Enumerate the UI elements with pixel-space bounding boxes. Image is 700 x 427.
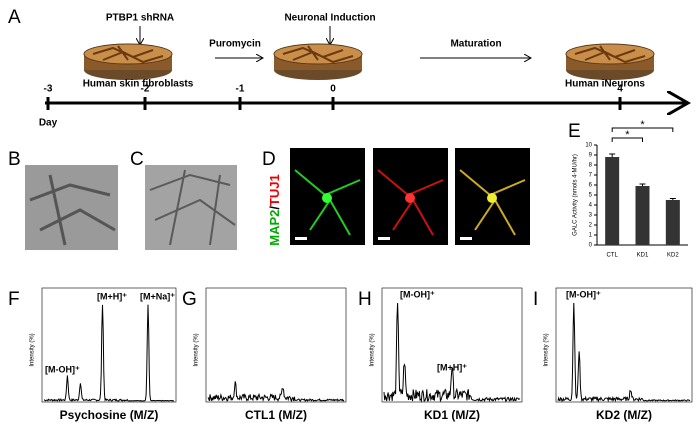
y-tick-label: 5 bbox=[589, 193, 593, 199]
peak-label: [M+Na]⁺ bbox=[140, 291, 175, 301]
cells bbox=[29, 174, 116, 246]
y-tick-label: 2 bbox=[589, 223, 593, 229]
y-tick-label: 6 bbox=[589, 183, 593, 189]
panel-letter: B bbox=[8, 149, 21, 170]
bar bbox=[605, 157, 620, 245]
label: PTBP1 shRNA bbox=[106, 13, 174, 24]
spectrum-trace bbox=[383, 302, 521, 403]
dish bbox=[273, 43, 363, 81]
y-axis-label: Intensity (%) bbox=[544, 333, 550, 366]
peak-label: [M-OH]⁺ bbox=[400, 289, 435, 299]
peak-label: [M-OH]⁺ bbox=[566, 289, 601, 299]
label: Puromycin bbox=[209, 39, 261, 50]
x-tick-label: KD1 bbox=[637, 253, 649, 259]
panel-letter: C bbox=[130, 149, 144, 170]
micrograph bbox=[25, 165, 118, 250]
dish bbox=[83, 43, 173, 81]
y-tick-label: 8 bbox=[589, 163, 593, 169]
y-tick-label: 10 bbox=[585, 143, 592, 149]
peak-label: [M-OH]⁺ bbox=[45, 364, 80, 374]
peak-label: [M+H]⁺ bbox=[97, 291, 127, 301]
peak-label: [M+H]⁺ bbox=[437, 362, 467, 372]
x-axis-label: KD1 (M/Z) bbox=[424, 408, 480, 422]
cells bbox=[149, 169, 236, 246]
spectrum-trace bbox=[557, 302, 691, 403]
x-tick-label: CTL bbox=[606, 253, 618, 259]
panel-letter: E bbox=[568, 121, 581, 142]
label: Human skin fibroblasts bbox=[83, 79, 194, 90]
timeline-label: 4 bbox=[617, 84, 623, 95]
x-axis-label: KD2 (M/Z) bbox=[596, 408, 652, 422]
panel-letter: G bbox=[182, 289, 197, 310]
y-tick-label: 7 bbox=[589, 173, 593, 179]
timeline-label: -1 bbox=[236, 84, 245, 95]
bracket bbox=[611, 137, 643, 142]
timeline-label: 0 bbox=[330, 84, 336, 95]
y-axis-label: Intensity (%) bbox=[370, 333, 376, 366]
label: Day bbox=[39, 118, 58, 129]
y-axis-label: Intensity (%) bbox=[30, 333, 36, 366]
bar bbox=[665, 200, 680, 245]
panel-letter: I bbox=[533, 289, 538, 310]
y-tick-label: 0 bbox=[589, 243, 593, 249]
panel-letter: H bbox=[358, 289, 372, 310]
plot-frame bbox=[555, 287, 693, 403]
significance: * bbox=[625, 129, 630, 141]
stain-label: MAP2/TUJ1 bbox=[267, 174, 282, 246]
y-axis-label: GALC Activity (nmols 4-MU/hr) bbox=[573, 154, 579, 236]
y-axis-label: Intensity (%) bbox=[194, 333, 200, 366]
y-tick-label: 9 bbox=[589, 153, 593, 159]
sep: / bbox=[267, 206, 282, 210]
timeline-label: -3 bbox=[44, 84, 53, 95]
plot-frame bbox=[205, 287, 347, 403]
dish bbox=[565, 43, 655, 81]
y-tick-label: 1 bbox=[589, 233, 593, 239]
spectrum-trace bbox=[43, 304, 174, 402]
x-axis-label: CTL1 (M/Z) bbox=[245, 408, 307, 422]
plot-frame bbox=[41, 287, 177, 403]
bar bbox=[635, 186, 650, 245]
label: Maturation bbox=[450, 39, 501, 50]
plot-frame bbox=[381, 287, 523, 403]
spectrum-trace bbox=[207, 381, 345, 403]
label: Human iNeurons bbox=[565, 79, 645, 90]
timeline-label: -2 bbox=[141, 84, 150, 95]
x-axis-label: Psychosine (M/Z) bbox=[60, 408, 159, 422]
stain: MAP2 bbox=[267, 210, 282, 246]
panel-letter: A bbox=[8, 7, 21, 28]
micrograph bbox=[145, 165, 237, 250]
y-tick-label: 3 bbox=[589, 213, 593, 219]
significance: * bbox=[640, 119, 645, 131]
label: Neuronal Induction bbox=[284, 13, 375, 24]
panel-a: A PTBP1 shRNA Human skin fibroblasts Pur… bbox=[8, 7, 685, 129]
bracket bbox=[611, 127, 674, 132]
x-tick-label: KD2 bbox=[667, 253, 679, 259]
panel-letter: F bbox=[8, 289, 20, 310]
panel-letter: D bbox=[262, 149, 276, 170]
stain: TUJ1 bbox=[267, 174, 282, 206]
y-tick-label: 4 bbox=[589, 203, 593, 209]
